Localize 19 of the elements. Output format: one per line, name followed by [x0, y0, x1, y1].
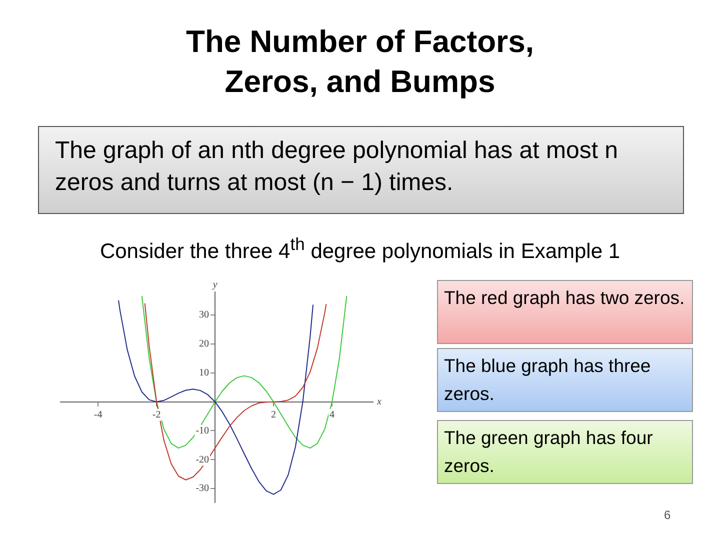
- x-tick-label: -2: [152, 409, 161, 420]
- x-tick-label: 4: [330, 409, 335, 420]
- y-tick-label: 20: [199, 338, 210, 350]
- y-tick-label: 30: [199, 310, 210, 321]
- y-tick-label: -10: [196, 425, 210, 436]
- text: Consider the three 4$^{th}$ degree polynomials in Example 1: [98, 234, 622, 264]
- y-tick-label: 10: [199, 368, 210, 379]
- text: The graph of an nth degree polynomial has at most n zeros and turns at most (n − 1) times.: [38, 126, 684, 214]
- text: The red graph has two zeros.: [437, 280, 693, 344]
- x-tick-label: 2: [271, 409, 276, 420]
- y-tick-label: -30: [196, 483, 210, 494]
- x-axis-title: x: [376, 396, 382, 408]
- x-tick-label: -4: [94, 409, 102, 420]
- y-tick-label: -20: [196, 454, 210, 466]
- chart-title: The Number of Factors, Zeros, and Bumps: [185, 23, 535, 101]
- text: 6: [664, 508, 671, 522]
- text: The green graph has four zeros.: [437, 420, 693, 484]
- y-axis-title: y: [212, 280, 218, 291]
- text: The blue graph has three zeros.: [437, 348, 693, 412]
